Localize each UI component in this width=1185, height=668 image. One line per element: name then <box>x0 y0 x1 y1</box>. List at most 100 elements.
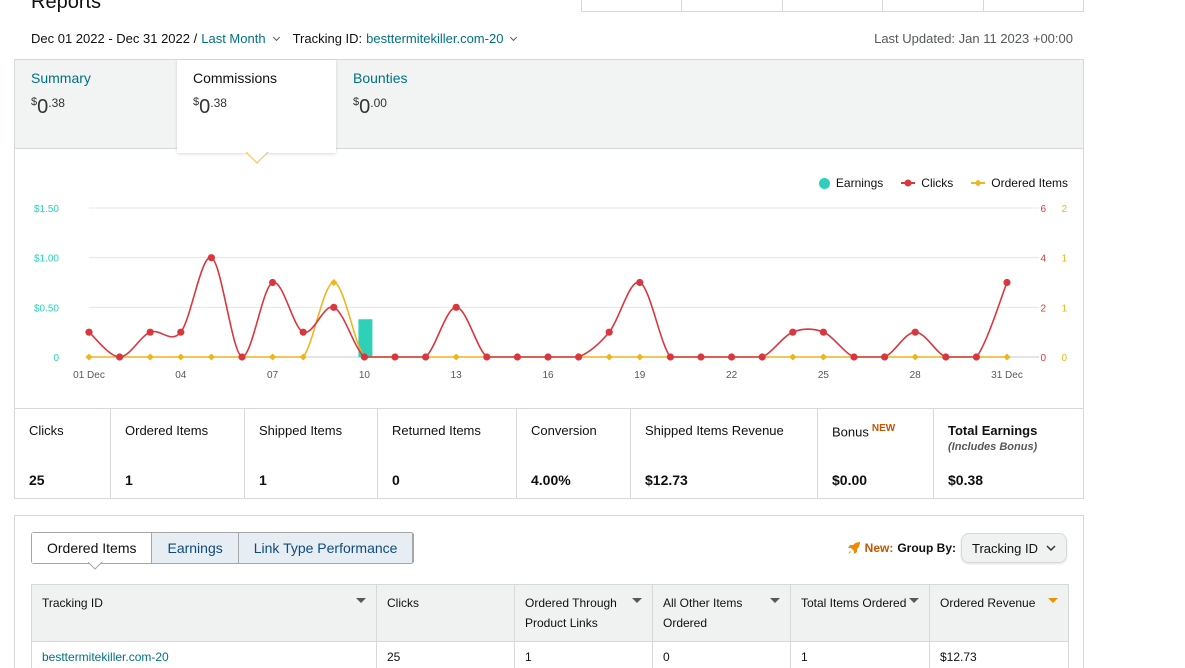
sort-active-icon[interactable] <box>1048 598 1058 603</box>
summary-amount: $0.38 <box>31 94 177 119</box>
clicks-point <box>299 328 307 336</box>
period-dropdown[interactable]: Last Month <box>201 31 266 46</box>
clicks-point <box>146 328 154 336</box>
sort-icon[interactable] <box>632 598 642 603</box>
clicks-point <box>391 353 399 361</box>
tab-link-type-performance[interactable]: Link Type Performance <box>238 533 414 563</box>
metric-label: Conversion <box>531 423 597 438</box>
cell-tracking-id[interactable]: besttermitekiller.com-20 <box>31 641 377 668</box>
report-table-panel: Ordered Items Earnings Link Type Perform… <box>14 515 1084 668</box>
ordered-items-point <box>819 353 827 361</box>
sort-icon[interactable] <box>770 598 780 603</box>
header-label: Ordered Revenue <box>940 596 1036 610</box>
ordered-items-point <box>605 353 613 361</box>
top-tab[interactable] <box>582 0 683 11</box>
cell-ordered-revenue: $12.73 <box>929 641 1069 668</box>
sort-icon[interactable] <box>356 598 366 603</box>
metric-value: 1 <box>259 472 267 488</box>
column-header-ordered-revenue[interactable]: Ordered Revenue <box>929 584 1069 642</box>
top-tab[interactable] <box>682 0 783 11</box>
date-range: Dec 01 2022 - Dec 31 2022 / <box>31 31 198 46</box>
sort-icon[interactable] <box>909 598 919 603</box>
metric-value: $0.38 <box>948 472 984 488</box>
clicks-point <box>911 328 919 336</box>
x-tick-label: 04 <box>175 370 187 381</box>
legend-earnings[interactable]: Earnings <box>818 176 883 190</box>
clicks-point <box>422 353 430 361</box>
x-tick-label: 22 <box>726 370 738 381</box>
clicks-point <box>728 353 736 361</box>
top-tab-strip <box>581 0 1084 12</box>
tab-earnings[interactable]: Earnings <box>152 533 239 563</box>
chevron-down-icon[interactable] <box>272 33 280 41</box>
amount-fraction: .38 <box>48 96 65 110</box>
metric-label: Returned Items <box>392 423 481 438</box>
column-header-tracking-id[interactable]: Tracking ID <box>31 584 377 642</box>
ordered-items-point <box>207 353 215 361</box>
tab-label: Commissions <box>193 70 278 86</box>
column-header-ordered-through-product-links[interactable]: Ordered Through Product Links <box>514 584 653 642</box>
page-title: Reports <box>31 0 102 13</box>
x-tick-label: 01 Dec <box>73 370 105 381</box>
tab-commissions[interactable]: Commissions $0.38 <box>177 60 336 153</box>
metric-shipped-revenue: Shipped Items Revenue $12.73 <box>631 409 818 498</box>
group-by-select[interactable]: Tracking ID <box>961 533 1067 563</box>
clicks-point <box>575 353 583 361</box>
amount-fraction: .38 <box>210 96 227 110</box>
y-tick-label-earnings: $1.50 <box>34 204 59 215</box>
metric-label: Ordered Items <box>125 423 209 438</box>
ordered-items-point <box>299 353 307 361</box>
ordered-items-line <box>88 281 1007 358</box>
x-tick-label: 13 <box>451 370 463 381</box>
legend-ordered-items[interactable]: Ordered Items <box>971 176 1068 190</box>
column-header-total-items-ordered[interactable]: Total Items Ordered <box>790 584 930 642</box>
earnings-dot-icon <box>818 177 830 189</box>
tracking-id-dropdown[interactable]: besttermitekiller.com-20 <box>366 31 504 46</box>
amount-fraction: .00 <box>370 96 387 110</box>
table-header-row: Tracking ID Clicks Ordered Through Produ… <box>31 584 1069 642</box>
top-tab[interactable] <box>984 0 1083 11</box>
x-tick-label: 16 <box>542 370 554 381</box>
column-header-clicks[interactable]: Clicks <box>376 584 515 642</box>
ordered-items-point <box>146 353 154 361</box>
top-tab[interactable] <box>783 0 884 11</box>
y-tick-label-clicks: 4 <box>1040 254 1046 265</box>
cell-clicks: 25 <box>376 641 515 668</box>
clicks-point <box>269 278 277 287</box>
x-tick-label: 07 <box>267 370 279 381</box>
clicks-point <box>789 328 797 336</box>
header-label: Ordered Through Product Links <box>525 596 617 630</box>
group-by-control: New: Group By: Tracking ID <box>847 533 1067 563</box>
metric-label: Shipped Items Revenue <box>645 423 784 438</box>
cell-ordered-through-links: 1 <box>514 641 653 668</box>
metric-ordered-items: Ordered Items 1 <box>111 409 245 498</box>
tab-ordered-items[interactable]: Ordered Items <box>32 533 153 563</box>
ordered-items-point <box>85 353 93 361</box>
bounties-amount: $0.00 <box>353 94 497 119</box>
column-header-all-other-items-ordered[interactable]: All Other Items Ordered <box>652 584 791 642</box>
metric-label: Bonus NEW <box>832 423 933 439</box>
metric-clicks: Clicks 25 <box>15 409 111 498</box>
amount-whole: 0 <box>359 96 371 118</box>
legend-clicks[interactable]: Clicks <box>901 176 953 190</box>
ordered-items-point <box>177 353 185 361</box>
clicks-point <box>666 353 675 361</box>
rocket-icon <box>847 542 860 554</box>
clicks-point <box>881 353 889 361</box>
tab-summary[interactable]: Summary $0.38 <box>15 60 177 149</box>
legend-label: Clicks <box>921 176 954 190</box>
metric-value: $0.00 <box>832 472 868 488</box>
metric-value: 1 <box>125 472 133 488</box>
metric-label: Shipped Items <box>259 423 343 438</box>
chevron-down-icon <box>1046 545 1056 551</box>
x-tick-label: 28 <box>910 370 922 381</box>
header-label: All Other Items Ordered <box>663 596 743 630</box>
chevron-down-icon[interactable] <box>510 33 518 41</box>
y-tick-label-earnings: $0.50 <box>34 303 59 314</box>
currency-symbol: $ <box>193 96 200 108</box>
header-label: Tracking ID <box>42 596 103 610</box>
clicks-point <box>942 353 950 361</box>
top-tab[interactable] <box>883 0 984 11</box>
cell-other-items: 0 <box>652 641 791 668</box>
tab-bounties[interactable]: Bounties $0.00 <box>337 60 497 149</box>
